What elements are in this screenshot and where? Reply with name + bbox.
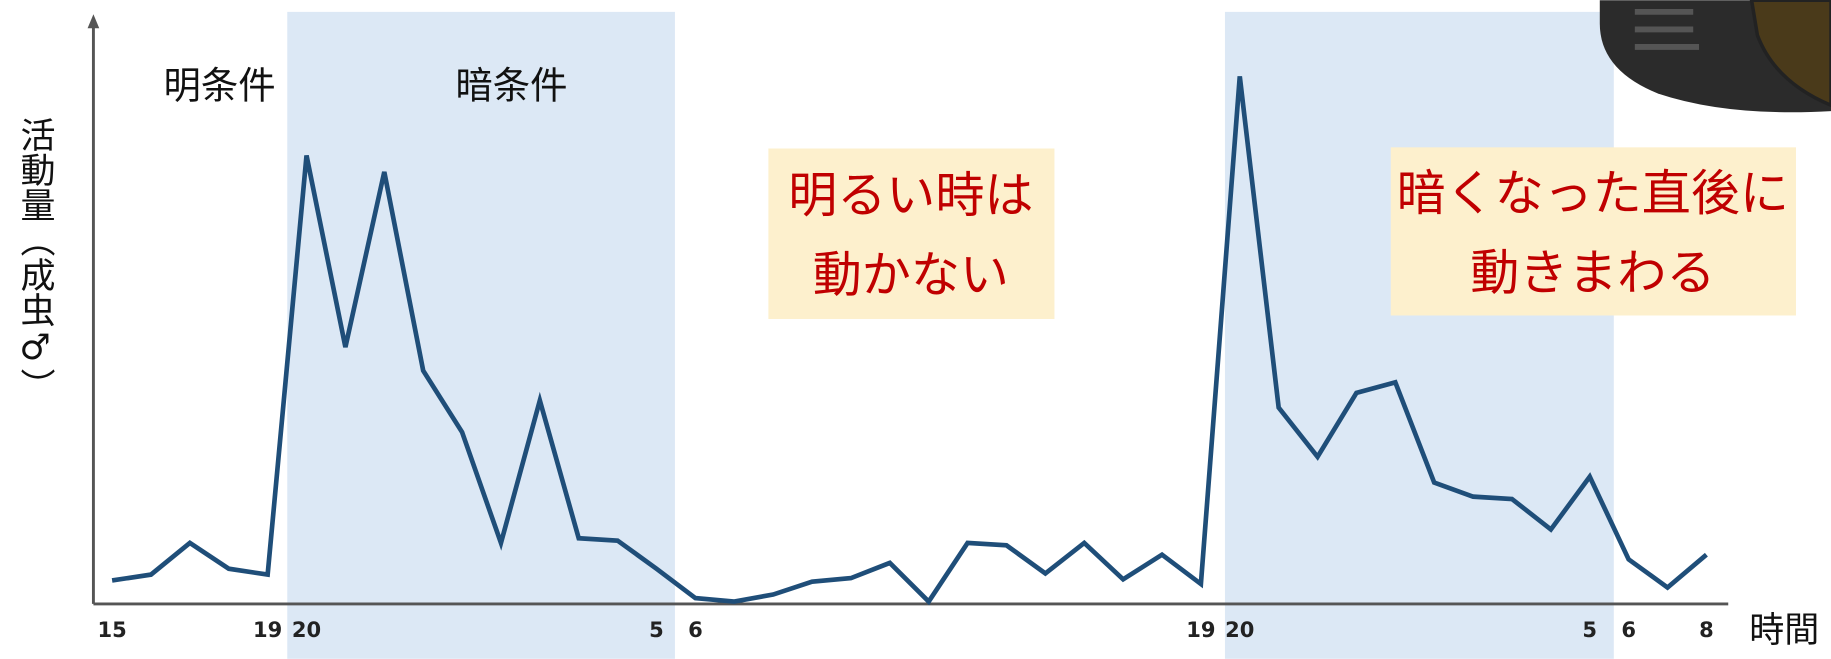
x-tick-label: 20 [1225,617,1254,642]
data-line [111,76,1708,606]
region-label: 暗条件 [455,63,567,107]
x-tick-label: 15 [97,617,126,642]
x-tick-label: 5 [1582,617,1597,642]
annotation: 明るい時は [788,166,1033,224]
dark-period [287,11,675,659]
annotation: 暗くなった直後に [1397,164,1789,222]
region-label: 明条件 [163,63,275,107]
x-tick-label: 19 [253,617,282,642]
x-axis-label: 時間 [1749,610,1819,651]
annotation: 動きまわる [1470,243,1715,301]
annotation-box [768,147,1796,319]
x-tick-label: 6 [688,617,703,642]
x-tick-label: 5 [649,617,664,642]
dark-period [1224,11,1614,659]
x-tick-label: 6 [1621,617,1636,642]
x-tick-label: 19 [1186,617,1215,642]
annotation: 動かない [813,246,1009,304]
y-axis-label: 活動量（成虫♂） [15,117,56,403]
x-tick-label: 20 [292,617,321,642]
mascot [1599,0,1831,113]
x-tick-label: 8 [1699,617,1714,642]
axis-arrow [87,14,100,29]
